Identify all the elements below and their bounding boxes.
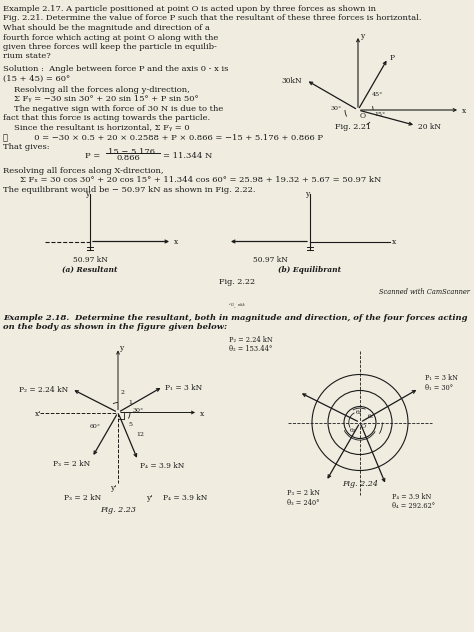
- Text: The equilibrant would be − 50.97 kN as shown in Fig. 2.22.: The equilibrant would be − 50.97 kN as s…: [3, 186, 255, 194]
- Text: Fig. 2.21: Fig. 2.21: [335, 123, 371, 131]
- Text: P₄ = 3.9 kN: P₄ = 3.9 kN: [140, 463, 184, 470]
- Text: P₃ = 2 kN
θ₃ = 240°: P₃ = 2 kN θ₃ = 240°: [287, 489, 320, 507]
- Text: (b) Equilibrant: (b) Equilibrant: [278, 265, 342, 274]
- Text: θ₁: θ₁: [368, 415, 374, 420]
- Text: 50.97 kN: 50.97 kN: [73, 255, 108, 264]
- Text: P₁ = 3 kN
θ₁ = 30°: P₁ = 3 kN θ₁ = 30°: [425, 375, 458, 392]
- Text: P₃ = 2 kN: P₃ = 2 kN: [53, 459, 90, 468]
- Text: (a) Resultant: (a) Resultant: [62, 265, 118, 274]
- Text: P: P: [390, 54, 395, 62]
- Text: P₂ = 2.24 kN
θ₂ = 153.44°: P₂ = 2.24 kN θ₂ = 153.44°: [229, 336, 273, 353]
- Text: = 11.344 N: = 11.344 N: [163, 152, 212, 159]
- Text: y: y: [85, 190, 89, 197]
- Text: 15°: 15°: [374, 112, 385, 117]
- Text: Example 2.18.  Determine the resultant, both in magnitude and direction, of the : Example 2.18. Determine the resultant, b…: [3, 313, 467, 322]
- Text: What should be the magnitude and direction of a: What should be the magnitude and directi…: [3, 24, 210, 32]
- Text: fact that this force is acting towards the particle.: fact that this force is acting towards t…: [3, 114, 210, 123]
- Text: y': y': [146, 494, 152, 502]
- Text: O: O: [360, 112, 366, 120]
- Text: 2: 2: [121, 391, 125, 396]
- Text: P₂ = 2.24 kN: P₂ = 2.24 kN: [19, 386, 69, 394]
- Text: x: x: [174, 238, 178, 246]
- Text: on the body as shown in the figure given below:: on the body as shown in the figure given…: [3, 323, 227, 331]
- Text: 20 kN: 20 kN: [418, 123, 441, 131]
- Text: rium state?: rium state?: [3, 52, 51, 61]
- Text: 50.97 kN: 50.97 kN: [253, 255, 287, 264]
- Text: y: y: [305, 190, 309, 197]
- Text: ʹᴳ. ᵄᵏᵏ: ʹᴳ. ᵄᵏᵏ: [229, 303, 245, 308]
- Text: 5: 5: [128, 423, 132, 427]
- Text: 30kN: 30kN: [282, 77, 302, 85]
- Text: Resolving all the forces along y-direction,: Resolving all the forces along y-directi…: [14, 86, 190, 94]
- Text: P₄ = 3.9 kN: P₄ = 3.9 kN: [163, 494, 207, 502]
- Text: Fig. 2.23: Fig. 2.23: [100, 506, 136, 514]
- Text: θ₂: θ₂: [356, 411, 362, 415]
- Text: 15 − 5.176: 15 − 5.176: [108, 147, 155, 155]
- Text: 30°: 30°: [330, 106, 342, 111]
- Text: Fig. 2.21. Determine the value of force P such that the resultant of these three: Fig. 2.21. Determine the value of force …: [3, 15, 421, 23]
- Text: P₄ = 3.9 kN
θ₄ = 292.62°: P₄ = 3.9 kN θ₄ = 292.62°: [392, 493, 435, 511]
- Text: x': x': [35, 410, 41, 418]
- Text: Σ Fᵧ = −30 sin 30° + 20 sin 15° + P sin 50°: Σ Fᵧ = −30 sin 30° + 20 sin 15° + P sin …: [14, 95, 199, 104]
- Text: fourth force which acting at point O along with the: fourth force which acting at point O alo…: [3, 33, 218, 42]
- Text: 45°: 45°: [372, 92, 383, 97]
- Text: Example 2.17. A particle positioned at point O is acted upon by three forces as : Example 2.17. A particle positioned at p…: [3, 5, 376, 13]
- Text: P =: P =: [85, 152, 100, 159]
- Text: given three forces will keep the particle in equilib-: given three forces will keep the particl…: [3, 43, 217, 51]
- Text: x: x: [392, 238, 396, 246]
- Text: Resolving all forces along X-direction,: Resolving all forces along X-direction,: [3, 167, 164, 175]
- Text: Fig. 2.24: Fig. 2.24: [342, 480, 378, 489]
- Text: x: x: [462, 107, 466, 115]
- Text: y: y: [119, 344, 123, 353]
- Text: (15 + 45) = 60°: (15 + 45) = 60°: [3, 75, 70, 83]
- Text: Scanned with CamScanner: Scanned with CamScanner: [379, 288, 470, 296]
- Text: y': y': [109, 485, 116, 492]
- Text: O: O: [361, 425, 366, 430]
- Text: ∴          0 = −30 × 0.5 + 20 × 0.2588 + P × 0.866 = −15 + 5.176 + 0.866 P: ∴ 0 = −30 × 0.5 + 20 × 0.2588 + P × 0.86…: [3, 133, 323, 142]
- Text: The negative sign with force of 30 N is due to the: The negative sign with force of 30 N is …: [14, 105, 223, 113]
- Text: 12: 12: [136, 432, 144, 437]
- Text: y: y: [360, 32, 364, 40]
- Text: 30°: 30°: [132, 408, 143, 413]
- Text: Solution :  Angle between force P and the axis 0 - x is: Solution : Angle between force P and the…: [3, 65, 228, 73]
- Text: 1: 1: [128, 401, 132, 406]
- Text: P₃ = 2 kN: P₃ = 2 kN: [64, 494, 101, 502]
- Text: Σ Fₓ = 30 cos 30° + 20 cos 15° + 11.344 cos 60° = 25.98 + 19.32 + 5.67 = 50.97 k: Σ Fₓ = 30 cos 30° + 20 cos 15° + 11.344 …: [20, 176, 382, 185]
- Text: 0.866: 0.866: [117, 154, 141, 162]
- Text: Since the resultant is horizontal, Σ Fᵧ = 0: Since the resultant is horizontal, Σ Fᵧ …: [14, 124, 190, 132]
- Text: That gives:: That gives:: [3, 143, 50, 151]
- Text: x: x: [200, 410, 204, 418]
- Text: P₁ = 3 kN: P₁ = 3 kN: [165, 384, 202, 391]
- Text: Fig. 2.22: Fig. 2.22: [219, 277, 255, 286]
- Text: θ₄: θ₄: [350, 427, 356, 432]
- Text: 60°: 60°: [90, 425, 101, 430]
